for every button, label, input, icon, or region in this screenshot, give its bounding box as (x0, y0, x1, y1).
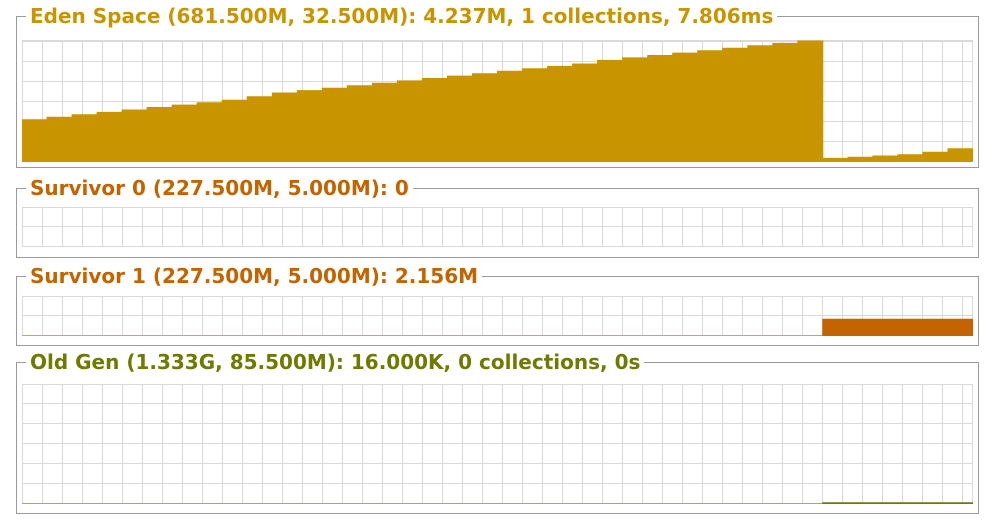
survivor-1-frame (16, 276, 979, 346)
old-gen-title: Old Gen (1.333G, 85.500M): 16.000K, 0 co… (26, 350, 645, 374)
usage-graph-svg (22, 207, 973, 247)
survivor-0-graph (22, 207, 973, 247)
eden-space-pool: Eden Space (681.500M, 32.500M): 4.237M, … (16, 4, 979, 168)
graph-grid (22, 207, 973, 247)
usage-graph-svg (22, 384, 973, 504)
survivor-0-pool: Survivor 0 (227.500M, 5.000M): 0 (16, 176, 979, 258)
usage-graph-svg (22, 296, 973, 336)
survivor-1-pool: Survivor 1 (227.500M, 5.000M): 2.156M (16, 264, 979, 346)
usage-area (22, 40, 973, 162)
eden-space-graph (22, 40, 973, 162)
survivor-1-title: Survivor 1 (227.500M, 5.000M): 2.156M (26, 264, 483, 288)
usage-area (22, 502, 973, 504)
old-gen-graph (22, 384, 973, 504)
eden-space-title: Eden Space (681.500M, 32.500M): 4.237M, … (26, 4, 778, 28)
graph-grid (22, 384, 973, 504)
survivor-0-frame (16, 188, 979, 258)
survivor-0-title: Survivor 0 (227.500M, 5.000M): 0 (26, 176, 413, 200)
old-gen-pool: Old Gen (1.333G, 85.500M): 16.000K, 0 co… (16, 350, 979, 514)
usage-area (22, 318, 973, 336)
survivor-1-graph (22, 296, 973, 336)
usage-graph-svg (22, 40, 973, 162)
